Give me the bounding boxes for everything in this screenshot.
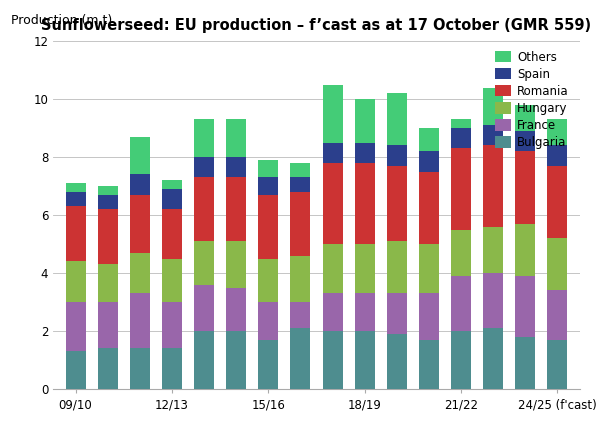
Bar bbox=[322, 244, 343, 294]
Bar bbox=[194, 285, 214, 331]
Bar bbox=[194, 331, 214, 389]
Text: Production (m t): Production (m t) bbox=[11, 14, 112, 27]
Bar bbox=[290, 163, 311, 177]
Bar bbox=[290, 192, 311, 256]
Bar bbox=[162, 259, 182, 302]
Bar bbox=[322, 163, 343, 244]
Bar bbox=[66, 262, 85, 302]
Bar bbox=[548, 119, 567, 145]
Bar bbox=[194, 157, 214, 177]
Bar bbox=[419, 244, 439, 294]
Bar bbox=[548, 238, 567, 291]
Bar bbox=[483, 145, 503, 227]
Bar bbox=[355, 294, 375, 331]
Bar bbox=[419, 151, 439, 172]
Bar bbox=[548, 340, 567, 389]
Bar bbox=[226, 119, 246, 157]
Bar bbox=[258, 302, 278, 340]
Bar bbox=[66, 351, 85, 389]
Bar bbox=[483, 125, 503, 145]
Bar bbox=[258, 195, 278, 259]
Bar bbox=[387, 93, 407, 145]
Bar bbox=[98, 186, 118, 195]
Bar bbox=[130, 175, 150, 195]
Bar bbox=[194, 119, 214, 157]
Bar bbox=[387, 145, 407, 166]
Bar bbox=[451, 119, 471, 128]
Bar bbox=[548, 166, 567, 238]
Bar bbox=[226, 157, 246, 177]
Bar bbox=[98, 348, 118, 389]
Bar bbox=[258, 340, 278, 389]
Bar bbox=[162, 302, 182, 348]
Bar bbox=[322, 331, 343, 389]
Bar bbox=[451, 331, 471, 389]
Legend: Others, Spain, Romania, Hungary, France, Bulgaria: Others, Spain, Romania, Hungary, France,… bbox=[495, 51, 569, 149]
Bar bbox=[483, 227, 503, 273]
Bar bbox=[387, 294, 407, 334]
Bar bbox=[419, 294, 439, 340]
Bar bbox=[355, 99, 375, 143]
Bar bbox=[130, 253, 150, 294]
Bar bbox=[322, 294, 343, 331]
Bar bbox=[548, 145, 567, 166]
Bar bbox=[66, 206, 85, 262]
Bar bbox=[258, 177, 278, 195]
Bar bbox=[194, 177, 214, 241]
Bar bbox=[226, 288, 246, 331]
Bar bbox=[515, 224, 535, 276]
Bar bbox=[226, 241, 246, 288]
Bar bbox=[451, 128, 471, 148]
Bar bbox=[483, 87, 503, 125]
Bar bbox=[419, 128, 439, 151]
Bar bbox=[387, 166, 407, 241]
Bar bbox=[515, 337, 535, 389]
Bar bbox=[322, 85, 343, 143]
Bar bbox=[258, 160, 278, 177]
Bar bbox=[387, 241, 407, 294]
Bar bbox=[483, 273, 503, 328]
Bar bbox=[66, 192, 85, 206]
Bar bbox=[451, 230, 471, 276]
Bar bbox=[387, 334, 407, 389]
Bar bbox=[162, 348, 182, 389]
Bar bbox=[98, 302, 118, 348]
Bar bbox=[515, 276, 535, 337]
Bar bbox=[194, 241, 214, 285]
Bar bbox=[548, 291, 567, 340]
Bar bbox=[451, 148, 471, 230]
Bar bbox=[355, 244, 375, 294]
Title: Sunflowerseed: EU production – f’cast as at 17 October (GMR 559): Sunflowerseed: EU production – f’cast as… bbox=[41, 18, 591, 33]
Bar bbox=[355, 163, 375, 244]
Bar bbox=[98, 195, 118, 209]
Bar bbox=[98, 209, 118, 264]
Bar bbox=[66, 183, 85, 192]
Bar bbox=[162, 180, 182, 189]
Bar bbox=[130, 195, 150, 253]
Bar bbox=[451, 276, 471, 331]
Bar bbox=[66, 302, 85, 351]
Bar bbox=[226, 331, 246, 389]
Bar bbox=[515, 105, 535, 131]
Bar bbox=[258, 259, 278, 302]
Bar bbox=[290, 302, 311, 328]
Bar bbox=[515, 151, 535, 224]
Bar bbox=[162, 189, 182, 209]
Bar bbox=[130, 294, 150, 348]
Bar bbox=[515, 131, 535, 151]
Bar bbox=[290, 256, 311, 302]
Bar bbox=[355, 143, 375, 163]
Bar bbox=[290, 328, 311, 389]
Bar bbox=[483, 328, 503, 389]
Bar bbox=[130, 348, 150, 389]
Bar bbox=[226, 177, 246, 241]
Bar bbox=[419, 172, 439, 244]
Bar bbox=[355, 331, 375, 389]
Bar bbox=[290, 177, 311, 192]
Bar bbox=[419, 340, 439, 389]
Bar bbox=[130, 137, 150, 175]
Bar bbox=[162, 209, 182, 259]
Bar bbox=[98, 264, 118, 302]
Bar bbox=[322, 143, 343, 163]
